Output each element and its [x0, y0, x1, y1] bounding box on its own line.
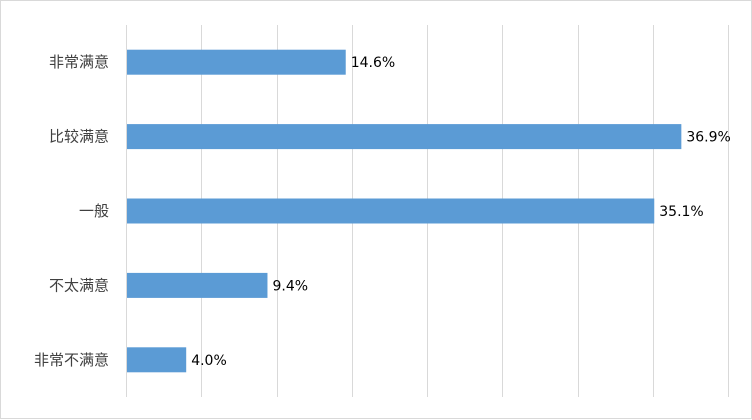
bar-0 — [127, 49, 346, 75]
category-label: 不太满意 — [49, 276, 109, 294]
bar-1 — [127, 124, 682, 150]
bar-4 — [127, 347, 187, 373]
data-label: 9.4% — [272, 278, 308, 294]
category-label: 比较满意 — [49, 128, 109, 146]
bar-2 — [127, 198, 655, 224]
data-label: 36.9% — [686, 130, 730, 146]
bar-3 — [127, 272, 268, 298]
category-label: 一般 — [79, 202, 109, 220]
category-label: 非常不满意 — [34, 351, 109, 369]
data-label: 35.1% — [659, 204, 703, 220]
data-label: 14.6% — [351, 55, 395, 71]
category-label: 非常满意 — [49, 53, 109, 71]
data-label: 4.0% — [191, 353, 227, 369]
